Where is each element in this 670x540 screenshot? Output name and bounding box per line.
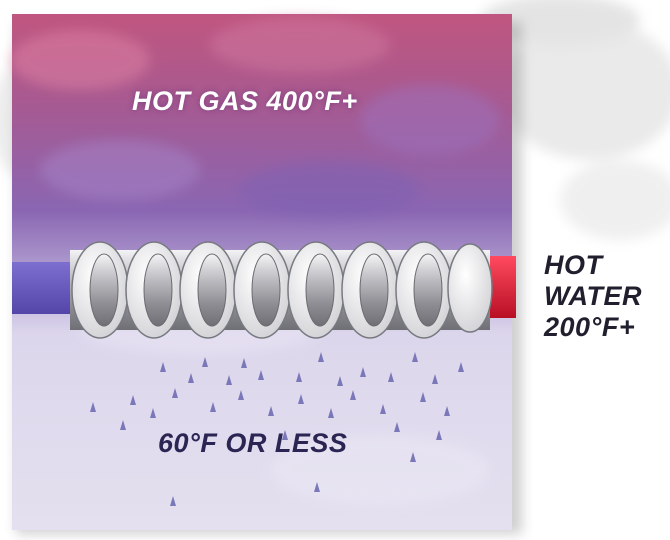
hot-water-line-3: 200°F+ [544, 312, 636, 342]
hot-water-line-1: HOT [544, 250, 603, 280]
hot-water-label: HOT WATER 200°F+ [544, 250, 642, 343]
condensate-droplet-icon [90, 352, 464, 506]
hot-water-line-2: WATER [544, 281, 642, 311]
cold-zone-label: 60°F OR LESS [158, 428, 348, 458]
hot-gas-label: HOT GAS 400°F+ [132, 86, 358, 116]
coil-tube [70, 241, 493, 339]
